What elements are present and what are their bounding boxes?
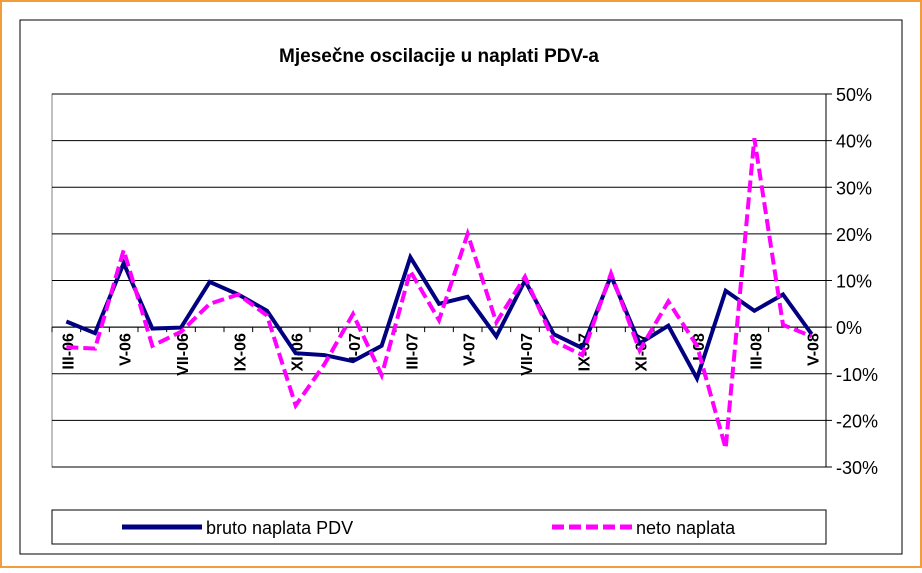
x-tick-label: III-06 bbox=[60, 333, 77, 370]
legend bbox=[51, 509, 827, 545]
series-line bbox=[65, 252, 814, 384]
y-tick-label: 40% bbox=[836, 132, 872, 152]
y-tick-label: 0% bbox=[836, 318, 862, 338]
x-tick-label: V-08 bbox=[806, 333, 823, 366]
y-tick-label: -10% bbox=[836, 365, 878, 385]
y-tick-label: 50% bbox=[836, 85, 872, 105]
legend-label: bruto naplata PDV bbox=[206, 518, 353, 538]
x-tick-label: III-07 bbox=[404, 333, 421, 370]
x-tick-label: III-08 bbox=[748, 333, 765, 370]
y-tick-label: -30% bbox=[836, 458, 878, 478]
x-tick-label: I-07 bbox=[347, 333, 364, 361]
y-tick-label: -20% bbox=[836, 411, 878, 431]
series-line bbox=[66, 137, 813, 449]
legend-label: neto naplata bbox=[636, 518, 736, 538]
y-tick-label: 20% bbox=[836, 225, 872, 245]
x-tick-label: VII-06 bbox=[175, 333, 192, 376]
y-tick-label: 10% bbox=[836, 272, 872, 292]
x-tick-label: VII-07 bbox=[519, 333, 536, 376]
x-tick-label: IX-06 bbox=[232, 333, 249, 371]
chart-area bbox=[19, 19, 903, 555]
x-tick-label: V-06 bbox=[118, 333, 135, 366]
y-tick-label: 30% bbox=[836, 178, 872, 198]
chart-title: Mjesečne oscilacije u naplati PDV-a bbox=[279, 46, 599, 67]
x-tick-label: V-07 bbox=[462, 333, 479, 366]
